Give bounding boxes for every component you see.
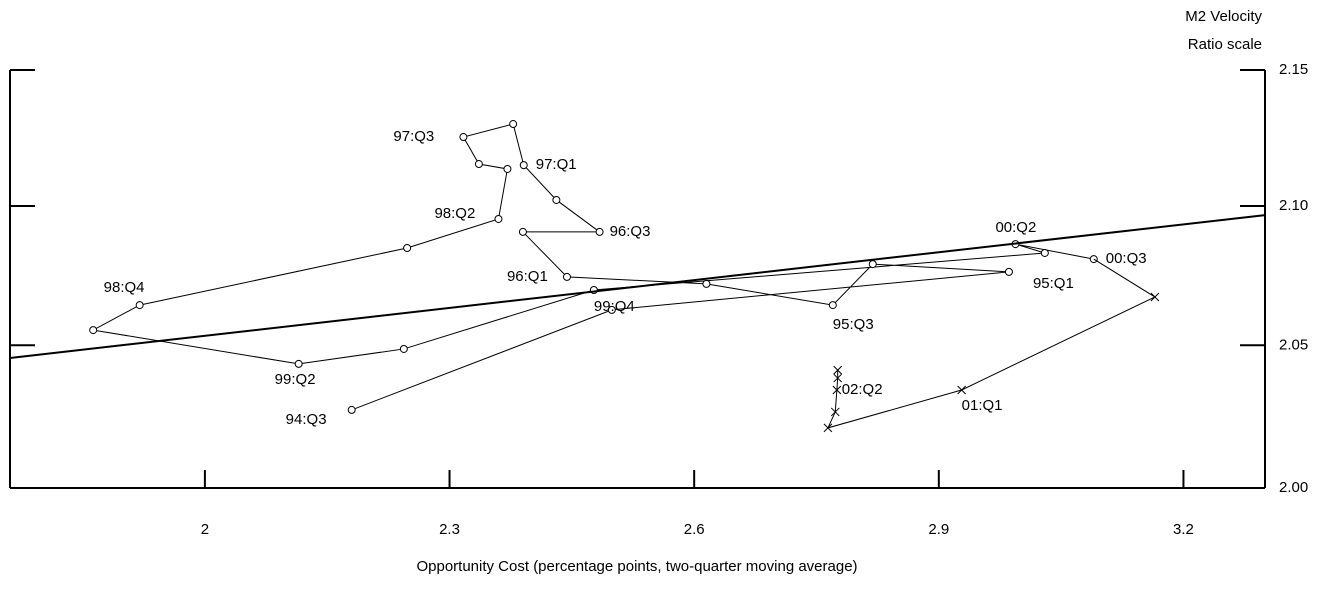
point (607, 305, 616, 314)
point-label: 98:Q2 (434, 205, 475, 222)
point-stroke (833, 373, 843, 383)
point (702, 279, 711, 288)
x-tick-label: 2 (201, 521, 209, 538)
point (833, 373, 843, 383)
series-line (9, 214, 1266, 359)
x-tick-label: 2.6 (684, 521, 705, 538)
point-label: 97:Q1 (536, 156, 577, 173)
y-tick-label: 2.15 (1279, 61, 1308, 78)
point-label: 96:Q1 (507, 268, 548, 285)
point (868, 260, 877, 269)
point (503, 164, 512, 173)
point (474, 160, 483, 169)
point (823, 423, 833, 433)
y-axis-title: Ratio scale (1188, 36, 1262, 53)
point (459, 133, 468, 142)
point (595, 227, 604, 236)
point (832, 385, 842, 395)
point-label: 97:Q3 (393, 128, 434, 145)
x-axis-title: Opportunity Cost (percentage points, two… (416, 558, 857, 575)
series-line (91, 123, 1094, 411)
point-label: 01:Q1 (962, 397, 1003, 414)
point-stroke (957, 385, 967, 395)
point (494, 214, 503, 223)
point (830, 407, 840, 417)
point (1150, 292, 1160, 302)
point-label: 95:Q3 (833, 316, 874, 333)
point (89, 326, 98, 335)
point (957, 385, 967, 395)
point (828, 301, 837, 310)
point (518, 227, 527, 236)
point-label: 95:Q1 (1033, 275, 1074, 292)
point-stroke (832, 385, 842, 395)
point-stroke (823, 423, 833, 433)
point-label: 02:Q2 (842, 381, 883, 398)
point (1004, 267, 1013, 276)
point-stroke (1150, 292, 1160, 302)
point (399, 344, 408, 353)
point-label: 99:Q2 (275, 371, 316, 388)
point-label: 94:Q3 (286, 411, 327, 428)
point (552, 195, 561, 204)
point (135, 301, 144, 310)
x-tick-label: 3.2 (1173, 521, 1194, 538)
y-axis-title: M2 Velocity (1185, 8, 1262, 25)
point-label: 99:Q4 (594, 298, 635, 315)
point (347, 405, 356, 414)
y-tick-label: 2.05 (1279, 336, 1308, 353)
point-label: 98:Q4 (104, 279, 145, 296)
y-tick-label: 2.00 (1279, 479, 1308, 496)
point (294, 359, 303, 368)
series-line (827, 258, 1156, 429)
point-stroke (833, 365, 843, 375)
point-stroke (830, 407, 840, 417)
point (1040, 248, 1049, 257)
x-tick-label: 2.3 (439, 521, 460, 538)
point (509, 120, 518, 129)
point-label: 00:Q2 (995, 219, 1036, 236)
point (562, 272, 571, 281)
y-tick-label: 2.10 (1279, 197, 1308, 214)
x-tick-label: 2.9 (928, 521, 949, 538)
point-label: 96:Q3 (610, 223, 651, 240)
point (833, 365, 843, 375)
point-label: 00:Q3 (1106, 250, 1147, 267)
point (519, 161, 528, 170)
point (403, 243, 412, 252)
